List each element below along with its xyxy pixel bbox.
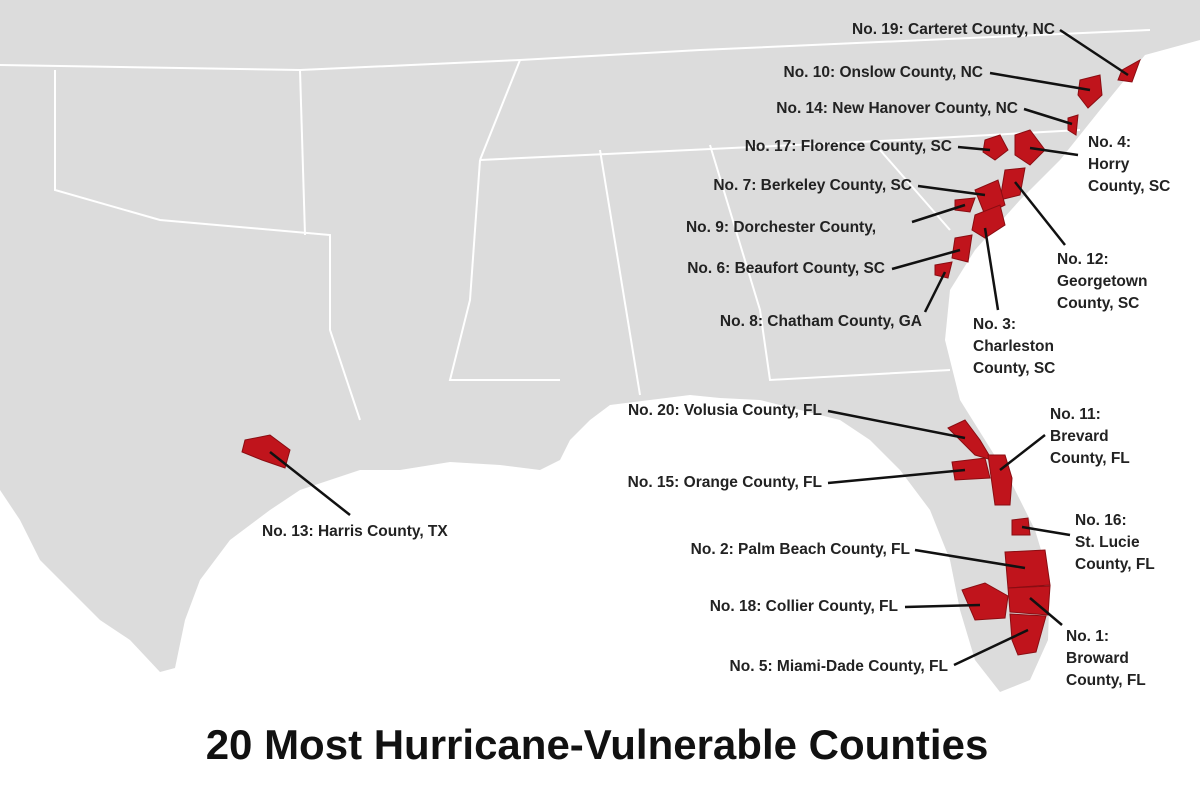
leader-line (923, 271, 947, 313)
leader-line (1029, 597, 1063, 626)
leader-lines (269, 28, 1129, 667)
county-label: Horry (1088, 156, 1130, 173)
county-label: No. 8: Chatham County, GA (720, 313, 922, 330)
county (1117, 58, 1141, 83)
leader-line (1023, 107, 1073, 126)
county (1077, 74, 1103, 109)
leader-line (989, 71, 1091, 92)
leader-line (827, 409, 966, 440)
county-label: No. 2: Palm Beach County, FL (691, 541, 910, 558)
county-label: County, FL (1075, 556, 1155, 573)
county (934, 261, 953, 279)
county-label: County, FL (1050, 450, 1130, 467)
county-label: Georgetown (1057, 273, 1147, 290)
county-label: No. 6: Beaufort County, SC (687, 260, 885, 277)
leader-line (999, 434, 1046, 471)
county-label: No. 1: (1066, 628, 1109, 645)
county (961, 582, 1009, 621)
county (1011, 517, 1031, 536)
leader-line (1014, 181, 1066, 246)
county-label: No. 15: Orange County, FL (628, 474, 822, 491)
county-label: County, SC (1057, 295, 1139, 312)
county-label: County, SC (1088, 178, 1170, 195)
leader-line (983, 227, 1000, 311)
county (1004, 549, 1051, 589)
county-label: No. 7: Berkeley County, SC (713, 177, 912, 194)
leader-line (827, 468, 966, 485)
county-label: No. 13: Harris County, TX (262, 523, 448, 540)
leader-line (1059, 28, 1129, 77)
county (1009, 613, 1047, 656)
county-label: No. 11: (1050, 406, 1101, 423)
county-label: No. 16: (1075, 512, 1127, 529)
leader-line (957, 145, 991, 152)
leader-line (891, 248, 961, 271)
county-label: No. 20: Volusia County, FL (628, 402, 822, 419)
county (971, 204, 1006, 239)
county-label: No. 5: Miami-Dade County, FL (730, 658, 948, 675)
county-label: Broward (1066, 650, 1129, 667)
county-label: County, FL (1066, 672, 1146, 689)
county (951, 234, 973, 263)
county-label: No. 10: Onslow County, NC (784, 64, 984, 81)
leader-line (904, 603, 981, 609)
county-label: Brevard (1050, 428, 1109, 445)
county-label: No. 4: (1088, 134, 1131, 151)
county-label: No. 17: Florence County, SC (745, 138, 952, 155)
county (1067, 114, 1079, 136)
leader-line (911, 203, 966, 224)
county (999, 167, 1026, 201)
county-label: No. 12: (1057, 251, 1109, 268)
county (1007, 585, 1051, 616)
leader-line (1029, 146, 1079, 157)
county-label: No. 3: (973, 316, 1016, 333)
leader-line (914, 548, 1026, 570)
county (951, 457, 991, 481)
map-title: 20 Most Hurricane-Vulnerable Counties (206, 721, 989, 768)
county-label: No. 14: New Hanover County, NC (776, 100, 1018, 117)
county-label: No. 19: Carteret County, NC (852, 21, 1055, 38)
county-label: St. Lucie (1075, 534, 1140, 551)
leader-line (1021, 525, 1071, 537)
county (1014, 129, 1046, 166)
leader-line (953, 628, 1029, 667)
county-label: County, SC (973, 360, 1055, 377)
county-label: No. 18: Collier County, FL (710, 598, 898, 615)
county (987, 454, 1013, 506)
county-label: No. 9: Dorchester County, (686, 219, 876, 236)
leader-line (269, 451, 351, 516)
leader-line (917, 184, 986, 197)
county-label: Charleston (973, 338, 1054, 355)
